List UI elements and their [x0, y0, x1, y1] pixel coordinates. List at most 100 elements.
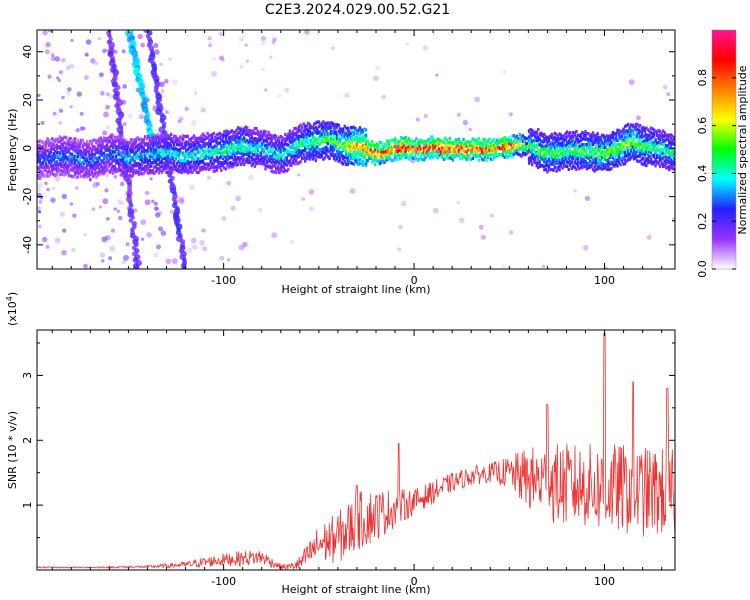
heatmap-cell	[171, 146, 174, 150]
heatmap-cell	[64, 150, 68, 155]
heatmap-cell	[355, 129, 359, 133]
heatmap-cell	[660, 134, 663, 138]
heatmap-cell	[634, 135, 637, 139]
heatmap-cell	[313, 135, 316, 139]
heatmap-cell	[412, 141, 415, 146]
heatmap-cell	[296, 137, 299, 142]
heatmap-cell	[549, 146, 552, 150]
heatmap-cell	[306, 132, 310, 137]
heatmap-cell	[119, 163, 122, 167]
heatmap-cell	[489, 152, 493, 157]
heatmap-cell	[96, 150, 100, 155]
heatmap-cell	[271, 135, 275, 139]
heatmap-cell	[147, 167, 150, 171]
heatmap-cell	[505, 142, 508, 147]
heatmap-cell	[541, 140, 545, 144]
heatmap-cell	[140, 163, 144, 167]
heatmap-cell	[404, 135, 407, 139]
heatmap-cell	[470, 151, 473, 155]
heatmap-cell	[550, 161, 554, 165]
heatmap-cell	[76, 154, 80, 159]
heatmap-cell	[628, 152, 631, 156]
heatmap-cell	[491, 152, 494, 156]
heatmap-cell	[562, 163, 566, 168]
heatmap-cell	[226, 161, 229, 166]
heatmap-cell	[421, 140, 424, 144]
heatmap-cell	[264, 154, 267, 159]
heatmap-cell	[290, 140, 293, 145]
heatmap-cell	[256, 153, 260, 157]
heatmap-cell	[134, 137, 138, 142]
heatmap-cell	[183, 152, 186, 156]
heatmap-cell	[323, 126, 327, 130]
heatmap-cell	[226, 140, 229, 144]
heatmap-cell	[639, 152, 642, 156]
heatmap-cell	[306, 136, 310, 140]
heatmap-cell	[151, 135, 154, 140]
heatmap-cell	[147, 151, 150, 156]
heatmap-cell	[143, 142, 147, 147]
heatmap-cell	[652, 134, 656, 138]
heatmap-cell	[105, 161, 109, 165]
heatmap-cell	[450, 148, 453, 152]
heatmap-cell	[658, 138, 662, 142]
heatmap-cell	[244, 159, 247, 163]
snr-line	[37, 332, 675, 570]
heatmap-cell	[345, 156, 348, 160]
heatmap-cell	[121, 159, 124, 164]
heatmap-cell	[502, 137, 505, 141]
heatmap-cell	[308, 143, 311, 147]
heatmap-cell	[538, 137, 541, 141]
heatmap-cell	[191, 143, 194, 147]
heatmap-cell	[99, 165, 103, 169]
heatmap-cell	[660, 149, 663, 153]
heatmap-cell	[576, 157, 580, 161]
heatmap-cell	[363, 134, 366, 138]
heatmap-cell	[364, 162, 368, 166]
heatmap-speckle	[344, 92, 350, 98]
heatmap-cell	[52, 173, 55, 177]
heatmap-cell	[361, 138, 365, 142]
heatmap-cell	[60, 149, 63, 153]
heatmap-cell	[241, 158, 244, 162]
heatmap-cell	[70, 158, 74, 162]
heatmap-cell	[620, 149, 624, 153]
heatmap-cell	[265, 164, 269, 168]
heatmap-speckle	[102, 198, 109, 205]
heatmap-cell	[276, 143, 279, 147]
heatmap-cell	[381, 147, 385, 151]
heatmap-speckle	[83, 233, 87, 237]
heatmap-cell	[84, 158, 87, 162]
heatmap-cell	[380, 155, 383, 159]
heatmap-cell	[235, 163, 238, 167]
heatmap-cell	[63, 162, 66, 167]
heatmap-cell	[282, 147, 286, 151]
heatmap-cell	[281, 136, 284, 140]
heatmap-cell	[474, 151, 477, 156]
heatmap-cell	[570, 160, 573, 164]
heatmap-cell	[466, 140, 470, 144]
heatmap-cell	[508, 139, 511, 143]
heatmap-cell	[261, 136, 264, 140]
heatmap-cell	[253, 136, 257, 141]
heatmap-cell	[308, 157, 311, 161]
heatmap-cell	[139, 141, 142, 145]
heatmap-cell	[314, 137, 318, 141]
heatmap-cell	[223, 160, 226, 164]
heatmap-cell	[290, 138, 293, 142]
heatmap-cell	[342, 127, 345, 131]
heatmap-cell	[241, 132, 244, 136]
heatmap-cell	[610, 166, 613, 171]
heatmap-cell	[354, 156, 357, 160]
heatmap-cell	[502, 144, 505, 148]
heatmap-cell	[137, 143, 141, 147]
heatmap-cell	[121, 155, 124, 160]
heatmap-cell	[60, 142, 63, 146]
heatmap-cell	[654, 157, 657, 161]
heatmap-cell	[570, 150, 573, 154]
colorbar-tick-label: 0.8	[696, 69, 709, 87]
heatmap-cell	[335, 133, 339, 137]
heatmap-cell	[463, 145, 467, 149]
heatmap-cell	[628, 133, 631, 137]
heatmap-cell	[55, 143, 59, 147]
